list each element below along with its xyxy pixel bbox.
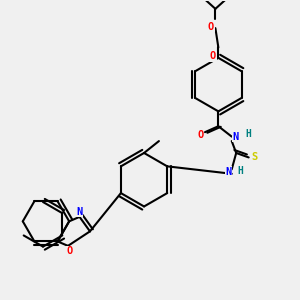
Text: O: O xyxy=(66,246,73,256)
Text: O: O xyxy=(197,130,204,140)
Text: N: N xyxy=(76,206,83,217)
Text: S: S xyxy=(251,152,257,162)
Text: O: O xyxy=(208,22,214,32)
Text: H: H xyxy=(245,129,251,139)
Text: O: O xyxy=(210,51,216,62)
Text: H: H xyxy=(238,166,244,176)
Text: N: N xyxy=(226,167,232,177)
Text: N: N xyxy=(232,132,239,142)
